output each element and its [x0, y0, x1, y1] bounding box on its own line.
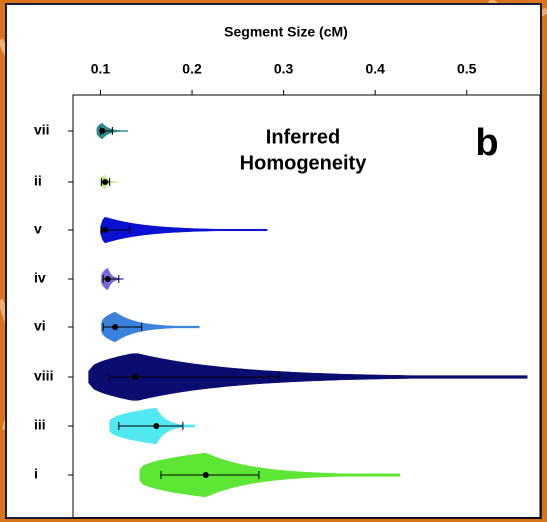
violin	[139, 452, 401, 498]
median	[99, 128, 106, 134]
x-tick-label: 0.2	[182, 61, 202, 77]
violin	[101, 311, 200, 343]
median	[102, 179, 109, 185]
x-tick-label: 0.1	[91, 61, 111, 77]
median	[202, 472, 209, 478]
violin	[88, 353, 528, 401]
violin	[100, 217, 268, 243]
y-tick-label: i	[34, 466, 38, 482]
median	[102, 227, 109, 233]
x-tick-label: 0.5	[457, 61, 477, 77]
plot-frame	[72, 94, 541, 519]
y-tick-label: iv	[34, 270, 46, 286]
y-tick-label: ii	[34, 173, 42, 189]
panel-label: b	[475, 122, 498, 164]
x-tick-label: 0.3	[274, 61, 294, 77]
median	[112, 324, 119, 330]
median	[132, 374, 139, 380]
y-tick-label: vii	[34, 122, 50, 138]
y-tick-label: v	[34, 221, 42, 237]
y-tick-label: vi	[34, 318, 46, 334]
median	[153, 423, 160, 429]
panel	[5, 3, 542, 519]
median	[104, 276, 111, 282]
annotation: Homogeneity	[240, 152, 368, 174]
y-tick-label: viii	[34, 368, 53, 384]
x-tick-label: 0.4	[365, 61, 385, 77]
y-tick-label: iii	[34, 417, 46, 433]
axis-title: Segment Size (cM)	[224, 24, 348, 40]
annotation: Inferred	[266, 126, 340, 148]
